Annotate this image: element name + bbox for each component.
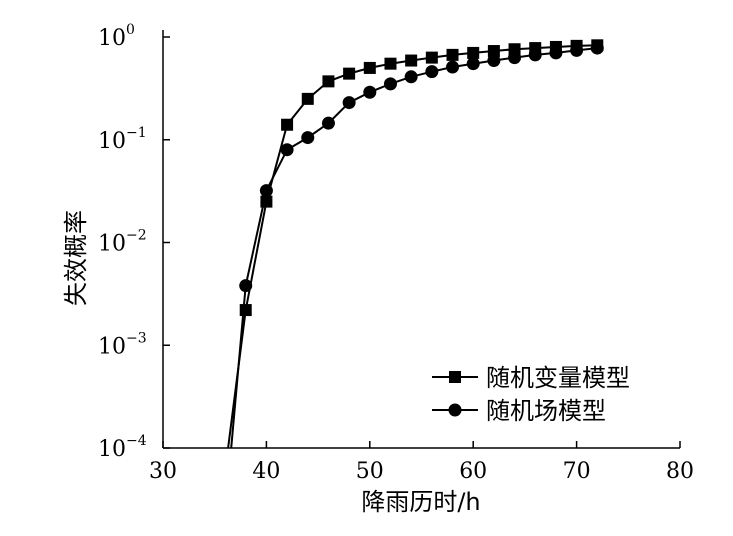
point-circle-10 [446,60,460,74]
point-square-12 [487,45,500,58]
y-axis-label: 失效概率 [62,210,90,306]
x-tick-label-1: 40 [252,459,280,484]
legend-label-0: 随机变量模型 [486,364,630,392]
point-square-3 [301,92,314,105]
y-tick-label-2: 10−2 [98,228,147,257]
point-circle-14 [528,48,542,62]
point-circle-4 [321,116,335,130]
point-circle-1 [259,184,273,198]
axes [162,30,680,449]
point-square-0 [239,304,252,317]
series-layer [227,39,604,449]
point-circle-7 [383,77,397,91]
point-square-8 [405,54,418,67]
legend-item-0: 随机变量模型 [432,364,630,392]
y-tick-label-3: 10−3 [98,330,147,359]
point-square-7 [384,57,397,70]
point-circle-9 [425,65,439,79]
legend-marker-circle [448,403,462,417]
point-circle-0 [239,279,253,293]
x-tick-label-5: 80 [666,459,694,484]
point-circle-13 [508,51,522,65]
legend-item-1: 随机场模型 [432,397,606,425]
x-tick-label-4: 70 [563,459,591,484]
point-circle-17 [590,41,604,55]
point-circle-8 [404,70,418,84]
x-tick-label-3: 60 [459,459,487,484]
x-axis-label: 降雨历时/h [361,488,480,516]
point-circle-15 [549,46,563,60]
point-circle-6 [363,85,377,99]
x-ticks: 30 40 50 60 70 80 [149,441,694,484]
point-circle-16 [570,43,584,57]
point-square-10 [446,48,459,61]
point-square-6 [363,61,376,74]
point-circle-3 [301,131,315,145]
point-square-5 [343,67,356,80]
point-square-11 [467,46,480,59]
y-tick-label-0: 100 [98,22,135,51]
y-tick-label-4: 10−4 [98,433,147,462]
point-square-2 [281,118,294,131]
y-tick-label-1: 10−1 [98,125,147,154]
legend-label-1: 随机场模型 [486,397,606,425]
point-square-9 [425,51,438,64]
point-square-4 [322,75,335,88]
point-circle-12 [487,54,501,68]
point-circle-11 [466,57,480,71]
point-circle-5 [342,96,356,110]
y-ticks: 100 10−1 10−2 10−3 10−4 [98,22,170,462]
legend-marker-square [449,371,461,383]
point-circle-2 [280,143,294,157]
x-tick-label-0: 30 [149,459,177,484]
x-tick-label-2: 50 [356,459,384,484]
legend: 随机变量模型 随机场模型 [432,364,630,425]
